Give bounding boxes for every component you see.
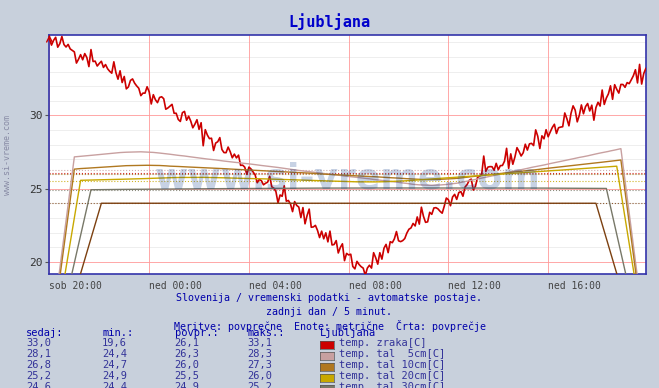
- Text: Meritve: povprečne  Enote: metrične  Črta: povprečje: Meritve: povprečne Enote: metrične Črta:…: [173, 320, 486, 332]
- Text: 28,1: 28,1: [26, 349, 51, 359]
- Text: 33,0: 33,0: [26, 338, 51, 348]
- Text: 19,6: 19,6: [102, 338, 127, 348]
- Text: 26,8: 26,8: [26, 360, 51, 370]
- Text: 25,5: 25,5: [175, 371, 200, 381]
- Text: 28,3: 28,3: [247, 349, 272, 359]
- Text: Slovenija / vremenski podatki - avtomatske postaje.: Slovenija / vremenski podatki - avtomats…: [177, 293, 482, 303]
- Text: ned 00:00: ned 00:00: [149, 281, 202, 291]
- Text: Ljubljana: Ljubljana: [320, 327, 376, 338]
- Text: 24,4: 24,4: [102, 382, 127, 388]
- Text: temp. tal  5cm[C]: temp. tal 5cm[C]: [339, 349, 445, 359]
- Text: 24,9: 24,9: [175, 382, 200, 388]
- Text: 26,3: 26,3: [175, 349, 200, 359]
- Text: 26,0: 26,0: [247, 371, 272, 381]
- Text: Ljubljana: Ljubljana: [289, 14, 370, 30]
- Text: 27,3: 27,3: [247, 360, 272, 370]
- Text: maks.:: maks.:: [247, 327, 285, 338]
- Text: 25,2: 25,2: [26, 371, 51, 381]
- Text: sob 20:00: sob 20:00: [49, 281, 102, 291]
- Text: ned 04:00: ned 04:00: [249, 281, 302, 291]
- Text: temp. tal 30cm[C]: temp. tal 30cm[C]: [339, 382, 445, 388]
- Text: 26,1: 26,1: [175, 338, 200, 348]
- Text: min.:: min.:: [102, 327, 133, 338]
- Text: temp. tal 20cm[C]: temp. tal 20cm[C]: [339, 371, 445, 381]
- Text: 25,2: 25,2: [247, 382, 272, 388]
- Text: ned 08:00: ned 08:00: [349, 281, 401, 291]
- Text: 33,1: 33,1: [247, 338, 272, 348]
- Text: ned 16:00: ned 16:00: [548, 281, 601, 291]
- Text: ned 12:00: ned 12:00: [448, 281, 501, 291]
- Text: www.si-vreme.com: www.si-vreme.com: [155, 161, 540, 195]
- Text: temp. zraka[C]: temp. zraka[C]: [339, 338, 427, 348]
- Text: www.si-vreme.com: www.si-vreme.com: [3, 115, 13, 195]
- Text: 24,4: 24,4: [102, 349, 127, 359]
- Text: 24,9: 24,9: [102, 371, 127, 381]
- Text: povpr.:: povpr.:: [175, 327, 218, 338]
- Text: zadnji dan / 5 minut.: zadnji dan / 5 minut.: [266, 307, 393, 317]
- Text: temp. tal 10cm[C]: temp. tal 10cm[C]: [339, 360, 445, 370]
- Text: sedaj:: sedaj:: [26, 327, 64, 338]
- Text: 24,6: 24,6: [26, 382, 51, 388]
- Text: 24,7: 24,7: [102, 360, 127, 370]
- Text: 26,0: 26,0: [175, 360, 200, 370]
